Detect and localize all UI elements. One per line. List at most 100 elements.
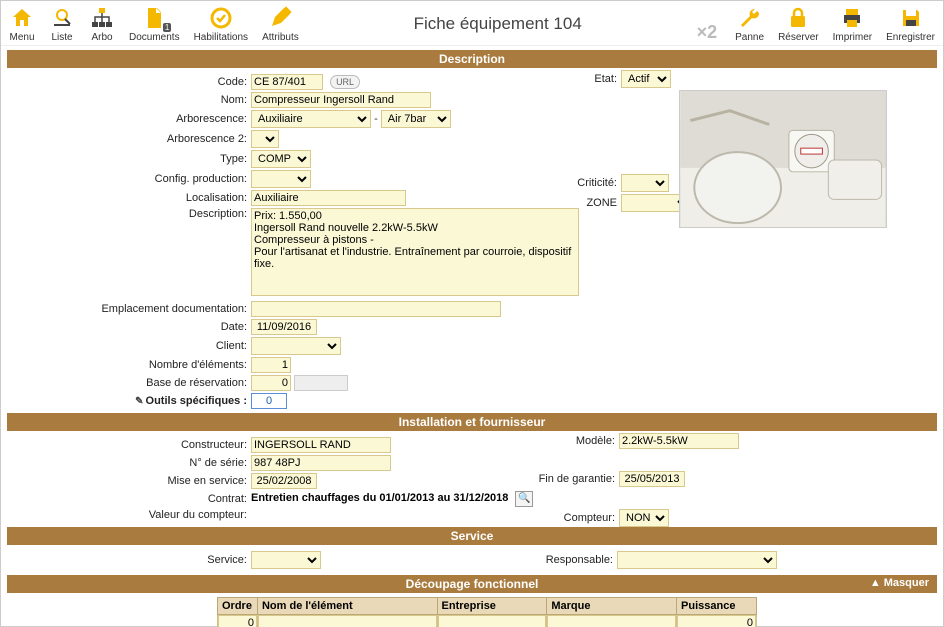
label-etat: Etat: bbox=[547, 73, 621, 85]
toolbar-label: Enregistrer bbox=[886, 32, 935, 43]
label-responsable: Responsable: bbox=[457, 554, 617, 566]
constructeur-input[interactable] bbox=[251, 437, 391, 453]
emplacement-input[interactable] bbox=[251, 301, 501, 317]
toolbar-arbo-button[interactable]: Arbo bbox=[89, 5, 115, 43]
table-header: Marque bbox=[547, 598, 677, 615]
label-basereserv: Base de réservation: bbox=[7, 377, 251, 389]
save-icon bbox=[898, 5, 924, 31]
label-modele: Modèle: bbox=[529, 435, 619, 447]
etat-select[interactable]: Actif bbox=[621, 70, 671, 88]
localisation-input[interactable] bbox=[251, 190, 406, 206]
cell-marque-input[interactable] bbox=[547, 615, 676, 627]
section-install: Constructeur: N° de série: Mise en servi… bbox=[7, 431, 937, 523]
section-install-header: Installation et fournisseur bbox=[7, 413, 937, 431]
client-select[interactable] bbox=[251, 337, 341, 355]
table-row bbox=[218, 615, 757, 627]
type-select[interactable]: COMP bbox=[251, 150, 311, 168]
home-icon bbox=[9, 5, 35, 31]
list-icon bbox=[49, 5, 75, 31]
toolbar-label: Liste bbox=[51, 32, 72, 43]
criticite-select[interactable] bbox=[621, 174, 669, 192]
label-criticite: Criticité: bbox=[547, 177, 621, 189]
compteur-select[interactable]: NON bbox=[619, 509, 669, 527]
docs-icon: 1 bbox=[141, 5, 167, 31]
label-constructeur: Constructeur: bbox=[7, 439, 251, 451]
toolbar-label: Imprimer bbox=[833, 32, 872, 43]
cell-nom-input[interactable] bbox=[258, 615, 437, 627]
toolbar-enregistrer-button[interactable]: Enregistrer bbox=[886, 5, 935, 43]
label-fingarantie: Fin de garantie: bbox=[529, 473, 619, 485]
modele-input[interactable] bbox=[619, 433, 739, 449]
badge: 1 bbox=[163, 23, 171, 32]
url-tag-button[interactable]: URL bbox=[330, 75, 360, 89]
fingarantie-input[interactable] bbox=[619, 471, 685, 487]
label-code: Code: bbox=[7, 76, 251, 88]
toolbar-imprimer-button[interactable]: Imprimer bbox=[833, 5, 872, 43]
label-description: Description: bbox=[7, 208, 251, 220]
label-arbo: Arborescence: bbox=[7, 113, 251, 125]
arbo-select[interactable]: Auxiliaire bbox=[251, 110, 371, 128]
nbelts-input[interactable] bbox=[251, 357, 291, 373]
toolbar-attributs-button[interactable]: Attributs bbox=[262, 5, 299, 43]
arbo-ext-select[interactable]: Air 7bar bbox=[381, 110, 451, 128]
responsable-select[interactable] bbox=[617, 551, 777, 569]
label-nserie: N° de série: bbox=[7, 457, 251, 469]
section-decoupage-header[interactable]: Découpage fonctionnel ▲ Masquer bbox=[7, 575, 937, 593]
section-description: Code: URL Nom: Arborescence: Auxiliaire … bbox=[7, 68, 937, 409]
label-date: Date: bbox=[7, 321, 251, 333]
content: Description Code: URL Nom: Arborescence:… bbox=[1, 46, 943, 627]
cell-ordre-input[interactable] bbox=[218, 615, 257, 627]
toolbar-label: Réserver bbox=[778, 32, 819, 43]
label-arbo2: Arborescence 2: bbox=[7, 133, 251, 145]
toolbar-menu-button[interactable]: Menu bbox=[9, 5, 35, 43]
nom-input[interactable] bbox=[251, 92, 431, 108]
install-right-col: Modèle: Fin de garantie: Compteur: NON bbox=[529, 431, 739, 529]
label-zone: ZONE bbox=[547, 197, 621, 209]
attrs-icon bbox=[267, 5, 293, 31]
contrat-text: Entretien chauffages du 01/01/2013 au 31… bbox=[251, 492, 508, 504]
toolbar-documents-button[interactable]: 1Documents bbox=[129, 5, 180, 43]
lock-icon bbox=[785, 5, 811, 31]
basereserv-input[interactable] bbox=[251, 375, 291, 391]
label-mes: Mise en service: bbox=[7, 475, 251, 487]
x2-indicator: ×2 bbox=[697, 22, 718, 43]
toolbar: Menu Liste Arbo 1Documents Habilitations Attr… bbox=[1, 1, 943, 46]
toolbar-label: Habilitations bbox=[194, 32, 248, 43]
basereserv-extra-input[interactable] bbox=[294, 375, 348, 391]
table-header: Puissance bbox=[677, 598, 757, 615]
cell-puissance-input[interactable] bbox=[677, 615, 756, 627]
mes-input[interactable] bbox=[251, 473, 317, 489]
date-input[interactable] bbox=[251, 319, 317, 335]
wrench-icon bbox=[737, 5, 763, 31]
code-input[interactable] bbox=[251, 74, 323, 90]
service-select[interactable] bbox=[251, 551, 321, 569]
masquer-toggle[interactable]: ▲ Masquer bbox=[870, 577, 929, 589]
page-title: Fiche équipement 104 bbox=[414, 14, 582, 34]
table-header: Entreprise bbox=[437, 598, 547, 615]
toolbar-réserver-button[interactable]: Réserver bbox=[778, 5, 819, 43]
label-nbelts: Nombre d'éléments: bbox=[7, 359, 251, 371]
label-config: Config. production: bbox=[7, 173, 251, 185]
cell-entreprise-input[interactable] bbox=[438, 615, 547, 627]
outils-input[interactable] bbox=[251, 393, 287, 409]
label-service: Service: bbox=[7, 554, 251, 566]
tree-icon bbox=[89, 5, 115, 31]
label-emplacement: Emplacement documentation: bbox=[7, 303, 251, 315]
label-localisation: Localisation: bbox=[7, 192, 251, 204]
table-header: Nom de l'élément bbox=[257, 598, 437, 615]
arbo2-select[interactable] bbox=[251, 130, 279, 148]
section-service: Service: Responsable: bbox=[7, 545, 937, 571]
nserie-input[interactable] bbox=[251, 455, 391, 471]
toolbar-left: Menu Liste Arbo 1Documents Habilitations Attr… bbox=[9, 5, 299, 43]
label-type: Type: bbox=[7, 153, 251, 165]
description-textarea[interactable] bbox=[251, 208, 579, 296]
toolbar-label: Arbo bbox=[91, 32, 112, 43]
toolbar-panne-button[interactable]: Panne bbox=[735, 5, 764, 43]
toolbar-habilitations-button[interactable]: Habilitations bbox=[194, 5, 248, 43]
label-contrat: Contrat: bbox=[7, 493, 251, 505]
toolbar-label: Documents bbox=[129, 32, 180, 43]
badge-icon bbox=[208, 5, 234, 31]
section-service-header: Service bbox=[7, 527, 937, 545]
toolbar-liste-button[interactable]: Liste bbox=[49, 5, 75, 43]
config-select[interactable] bbox=[251, 170, 311, 188]
